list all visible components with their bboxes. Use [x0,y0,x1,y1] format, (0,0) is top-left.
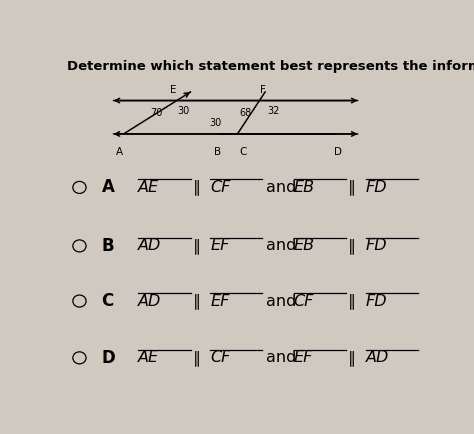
Text: ∥: ∥ [192,293,201,309]
Text: 30: 30 [177,106,190,116]
Text: EB: EB [294,180,315,195]
Text: FD: FD [365,238,387,253]
Text: C: C [101,292,114,310]
Text: B: B [214,147,221,157]
Text: D: D [101,349,115,367]
Text: C: C [239,147,246,157]
Text: EB: EB [294,238,315,253]
Text: 32: 32 [267,106,280,116]
Text: and: and [266,238,297,253]
Text: AE: AE [138,180,159,195]
Text: ∥: ∥ [348,180,356,195]
Text: 70: 70 [150,108,163,118]
Text: 68: 68 [239,108,252,118]
Text: 30: 30 [209,118,221,128]
Text: FD: FD [365,293,387,309]
Text: F: F [260,85,266,95]
Text: A: A [101,178,114,197]
Text: Determine which statement best represents the information in the figure.: Determine which statement best represent… [66,60,474,73]
Text: CF: CF [294,293,314,309]
Text: FD: FD [365,180,387,195]
Text: ∥: ∥ [348,293,356,309]
Text: ∥: ∥ [192,238,201,254]
Text: AD: AD [138,293,162,309]
Text: and: and [266,180,297,195]
Text: AD: AD [138,238,162,253]
Text: ∥: ∥ [192,180,201,195]
Text: CF: CF [210,180,230,195]
Text: and: and [266,293,297,309]
Text: EF: EF [210,238,229,253]
Text: ∥: ∥ [348,238,356,254]
Text: and: and [266,350,297,365]
Text: AD: AD [365,350,389,365]
Text: ∥: ∥ [348,350,356,366]
Text: A: A [116,147,123,157]
Text: CF: CF [210,350,230,365]
Text: B: B [101,237,114,255]
Text: D: D [335,147,342,157]
Text: AE: AE [138,350,159,365]
Text: EF: EF [210,293,229,309]
Text: ∥: ∥ [192,350,201,366]
Text: E: E [170,85,176,95]
Text: EF: EF [294,350,313,365]
